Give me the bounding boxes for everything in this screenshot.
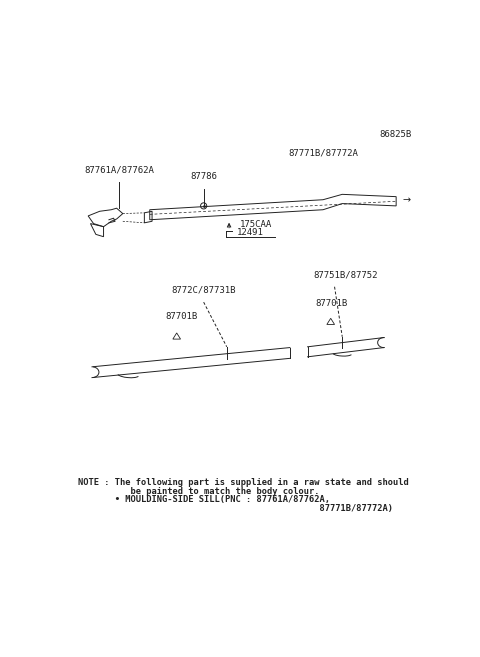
Text: 87771B/87772A): 87771B/87772A) <box>78 504 393 513</box>
Text: NOTE : The following part is supplied in a raw state and should: NOTE : The following part is supplied in… <box>78 478 409 487</box>
Text: 87701B: 87701B <box>165 312 197 321</box>
Text: 87701B: 87701B <box>315 299 348 308</box>
Text: →: → <box>402 196 410 206</box>
Text: 12491: 12491 <box>237 228 264 237</box>
Text: 175CAA: 175CAA <box>240 219 272 229</box>
Text: 87751B/87752: 87751B/87752 <box>314 271 378 279</box>
Text: 8772C/87731B: 8772C/87731B <box>171 286 236 295</box>
Text: • MOULDING-SIDE SILL(PNC : 87761A/87762A,: • MOULDING-SIDE SILL(PNC : 87761A/87762A… <box>78 495 330 505</box>
Text: 87786: 87786 <box>190 172 217 181</box>
Text: 87761A/87762A: 87761A/87762A <box>84 166 154 175</box>
Text: 86825B: 86825B <box>379 129 411 139</box>
Text: be painted to match the body colour.: be painted to match the body colour. <box>78 487 320 496</box>
Text: 87771B/87772A: 87771B/87772A <box>288 149 358 158</box>
